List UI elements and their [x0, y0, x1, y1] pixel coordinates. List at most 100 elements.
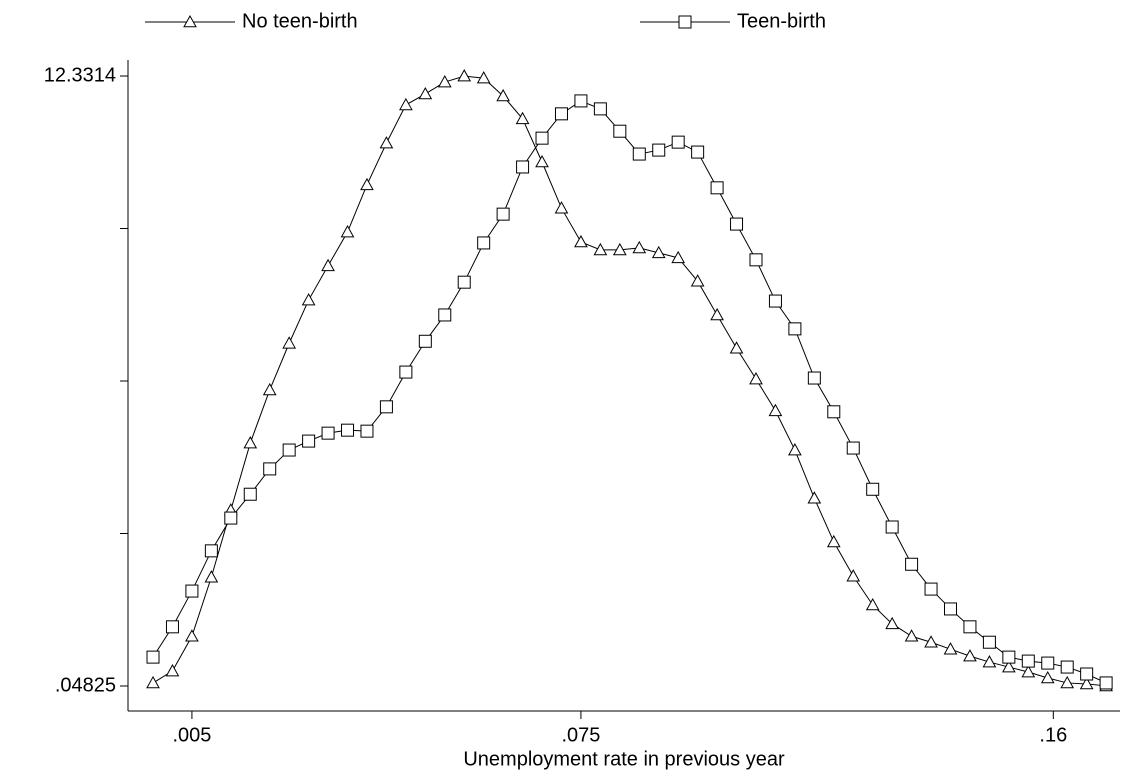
- triangle-marker: [418, 86, 433, 100]
- x-tick-label: .075: [561, 724, 600, 746]
- triangle-marker: [904, 629, 919, 642]
- triangle-marker: [535, 154, 549, 168]
- square-marker: [457, 275, 471, 289]
- triangle-marker: [204, 570, 219, 583]
- triangle-marker: [807, 491, 822, 504]
- triangle-marker: [515, 111, 530, 125]
- y-tick-label: .04825: [55, 674, 116, 696]
- square-marker: [924, 582, 938, 596]
- square-marker: [691, 145, 705, 159]
- square-marker: [399, 365, 413, 379]
- square-marker: [710, 181, 724, 195]
- square-marker: [982, 635, 996, 649]
- square-marker: [678, 15, 692, 29]
- triangle-marker: [651, 245, 666, 259]
- triangle-marker: [437, 75, 452, 88]
- triangle-marker: [593, 242, 608, 256]
- triangle-marker: [690, 274, 705, 287]
- square-marker: [302, 434, 316, 448]
- triangle-marker: [457, 69, 472, 82]
- square-marker: [438, 308, 452, 322]
- triangle-marker: [768, 403, 783, 417]
- triangle-marker: [826, 534, 841, 548]
- triangle-marker: [865, 597, 880, 611]
- square-marker: [652, 143, 666, 157]
- square-marker: [516, 160, 530, 174]
- triangle-marker: [554, 201, 569, 214]
- square-marker: [185, 584, 199, 598]
- triangle-marker: [301, 293, 316, 306]
- legend-label: No teen-birth: [242, 10, 358, 32]
- square-marker: [632, 147, 646, 161]
- triangle-marker: [1060, 675, 1075, 689]
- triangle-marker: [321, 258, 335, 272]
- square-marker: [360, 424, 374, 438]
- square-marker: [224, 511, 238, 525]
- square-marker: [866, 482, 880, 496]
- square-marker: [885, 520, 899, 534]
- triangle-marker: [729, 341, 744, 354]
- square-marker: [418, 334, 432, 348]
- square-marker: [1021, 654, 1035, 668]
- triangle-marker: [943, 642, 958, 655]
- square-marker: [379, 400, 393, 414]
- triangle-marker: [476, 71, 491, 84]
- series-line: [152, 100, 1107, 684]
- square-marker: [905, 557, 919, 571]
- square-marker: [613, 124, 627, 138]
- square-marker: [496, 207, 510, 221]
- square-marker: [730, 217, 744, 231]
- triangle-marker: [1040, 670, 1055, 684]
- triangle-marker: [846, 569, 861, 582]
- triangle-marker: [632, 240, 647, 254]
- legend-label: Teen-birth: [737, 10, 826, 32]
- triangle-marker: [1021, 664, 1036, 678]
- triangle-marker: [885, 616, 899, 630]
- triangle-marker: [671, 250, 686, 264]
- square-marker: [827, 405, 841, 419]
- triangle-marker: [165, 663, 180, 677]
- square-marker: [788, 322, 802, 336]
- square-marker: [749, 253, 763, 267]
- triangle-marker: [924, 635, 938, 648]
- square-marker: [146, 650, 160, 664]
- triangle-marker: [1079, 676, 1094, 690]
- triangle-marker: [574, 234, 588, 248]
- square-marker: [535, 131, 549, 145]
- square-marker: [341, 423, 355, 437]
- x-tick-label: .005: [172, 724, 211, 746]
- square-marker: [282, 443, 296, 457]
- square-marker: [554, 107, 568, 121]
- square-marker: [165, 620, 179, 634]
- triangle-marker: [185, 629, 199, 642]
- series-line: [152, 75, 1107, 687]
- triangle-marker: [360, 177, 374, 191]
- triangle-marker: [1002, 660, 1016, 673]
- triangle-marker: [496, 88, 510, 102]
- square-marker: [1060, 660, 1074, 674]
- triangle-marker: [963, 649, 977, 662]
- triangle-marker: [788, 443, 802, 456]
- square-marker: [574, 94, 588, 108]
- triangle-marker: [183, 14, 197, 28]
- triangle-marker: [749, 371, 763, 385]
- triangle-marker: [982, 655, 997, 668]
- square-marker: [593, 102, 607, 116]
- triangle-marker: [243, 436, 258, 449]
- x-tick-label: .16: [1039, 724, 1067, 746]
- square-marker: [963, 620, 977, 634]
- square-marker: [1002, 650, 1016, 664]
- square-marker: [846, 441, 860, 455]
- square-marker: [1041, 656, 1055, 670]
- square-marker: [263, 462, 277, 476]
- triangle-marker: [340, 224, 355, 238]
- x-axis-title: Unemployment rate in previous year: [463, 748, 785, 770]
- triangle-marker: [710, 307, 724, 321]
- square-marker: [477, 236, 491, 250]
- square-marker: [243, 487, 257, 501]
- square-marker: [1099, 676, 1113, 690]
- triangle-marker: [282, 336, 297, 349]
- square-marker: [1080, 667, 1094, 681]
- square-marker: [768, 294, 782, 308]
